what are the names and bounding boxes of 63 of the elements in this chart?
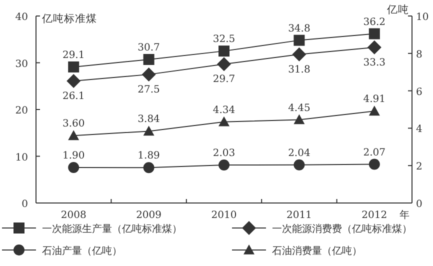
data-label: 2.04 <box>288 148 310 159</box>
data-label: 2.03 <box>212 148 236 160</box>
point <box>292 47 306 62</box>
point <box>143 162 154 174</box>
x-tick-label: 2009 <box>136 210 162 221</box>
data-label: 4.91 <box>363 94 386 106</box>
data-label: 30.7 <box>138 42 160 54</box>
legend-label: 石油产量（亿吨） <box>42 245 122 257</box>
data-label: 31.8 <box>288 64 310 76</box>
point <box>68 130 80 140</box>
y-axis-title: 亿吨标准煤 <box>41 12 97 25</box>
legend-label: 一次能源消费费（亿吨标准煤） <box>272 223 412 235</box>
point <box>218 116 230 126</box>
y-tick-label: 20 <box>15 106 28 116</box>
x-tick-label: 2011 <box>286 210 312 221</box>
y-tick-label: 40 <box>15 12 28 23</box>
x-tick-label: 2010 <box>211 210 237 221</box>
y2-tick-label: 0 <box>416 199 422 210</box>
y-tick-label: 30 <box>15 58 28 70</box>
data-label: 4.34 <box>212 104 236 116</box>
y2-tick-label: 6 <box>416 86 422 98</box>
data-label: 32.5 <box>212 34 236 46</box>
y2-tick-label: 10 <box>416 12 429 23</box>
data-label: 3.60 <box>62 118 85 130</box>
data-label: 33.3 <box>363 57 386 68</box>
point <box>294 159 305 170</box>
data-label: 1.89 <box>138 150 160 162</box>
point <box>368 106 380 116</box>
point <box>143 126 154 136</box>
point <box>294 114 305 124</box>
point <box>368 158 380 170</box>
y2-tick-label: 4 <box>416 124 422 136</box>
data-label: 26.1 <box>62 90 85 102</box>
data-label: 29.1 <box>62 50 85 61</box>
y-tick-label: 10 <box>15 152 28 164</box>
point <box>66 74 81 88</box>
point <box>294 34 305 46</box>
point <box>68 61 80 72</box>
data-label: 4.45 <box>288 102 310 114</box>
legend-label: 一次能源生产量（亿吨标准煤） <box>42 223 182 235</box>
y2-tick-label: 2 <box>416 162 422 173</box>
legend-label: 石油消费量（亿吨） <box>272 245 362 257</box>
point <box>143 54 154 65</box>
y-tick-label: 0 <box>22 199 28 210</box>
point <box>217 57 231 72</box>
x-tick-label: 2012 <box>362 210 388 221</box>
y2-tick-label: 8 <box>416 49 422 60</box>
data-label: 1.90 <box>62 150 85 162</box>
point <box>218 160 230 171</box>
data-label: 3.84 <box>138 114 160 126</box>
x-axis-title: 年 <box>399 209 410 221</box>
point <box>68 162 80 173</box>
point <box>142 67 156 82</box>
point <box>368 28 380 40</box>
data-label: 2.07 <box>363 147 386 158</box>
point <box>218 46 230 57</box>
data-label: 36.2 <box>363 16 386 28</box>
data-label: 29.7 <box>212 74 236 86</box>
data-label: 34.8 <box>288 23 310 34</box>
x-tick-label: 2008 <box>60 210 86 221</box>
point <box>367 40 382 54</box>
data-label: 27.5 <box>138 84 160 96</box>
y2-axis-title: 亿吨 <box>386 3 409 16</box>
